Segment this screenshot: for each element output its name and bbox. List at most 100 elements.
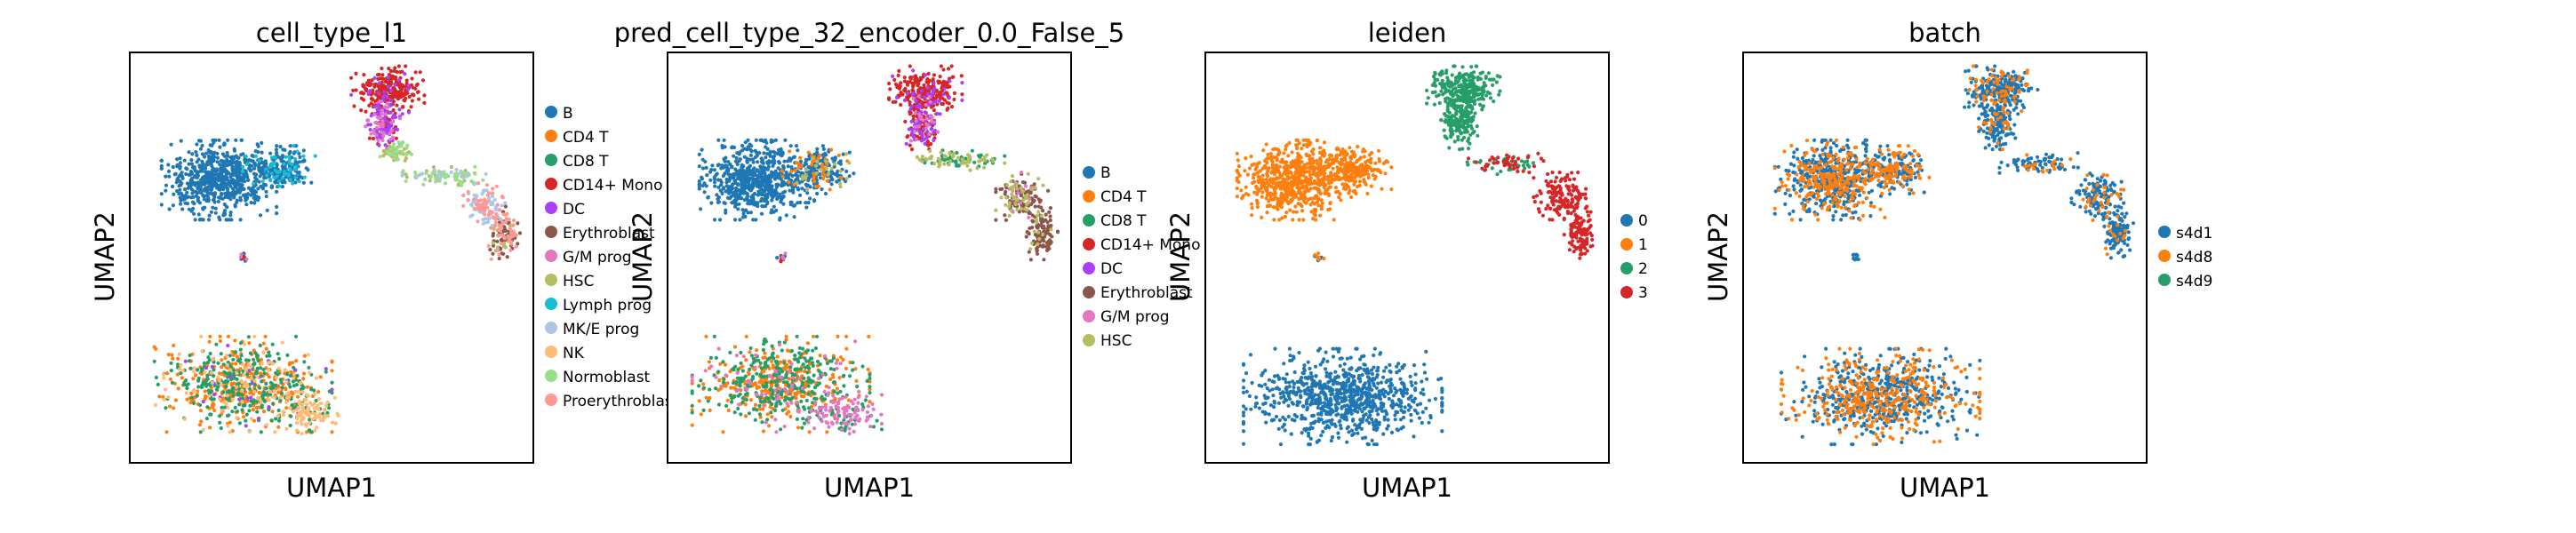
data-point (277, 179, 282, 184)
data-point (796, 161, 801, 165)
data-point (985, 153, 989, 157)
data-point (822, 389, 827, 394)
data-point (229, 381, 234, 386)
data-point (257, 386, 262, 390)
data-point (875, 418, 879, 423)
data-point (394, 136, 398, 140)
data-point (899, 102, 903, 107)
data-point (778, 192, 782, 196)
data-point (733, 186, 739, 190)
data-point (853, 416, 858, 421)
panel-1-series-2 (152, 334, 334, 434)
data-point (772, 210, 776, 214)
data-point (911, 84, 916, 89)
data-point (1042, 226, 1046, 231)
data-point (796, 173, 800, 178)
data-point (1041, 235, 1045, 240)
data-point (396, 127, 400, 131)
data-point (773, 187, 778, 193)
data-point (820, 372, 825, 377)
data-point (860, 364, 865, 369)
data-point (232, 148, 237, 153)
data-point (218, 145, 222, 149)
data-point (740, 396, 745, 401)
data-point (196, 368, 200, 372)
data-point (743, 402, 748, 407)
data-point (215, 155, 220, 160)
data-point (847, 426, 852, 431)
data-point (949, 105, 955, 109)
data-point (268, 389, 272, 394)
data-point (736, 176, 740, 181)
data-point (179, 139, 183, 143)
data-point (391, 142, 396, 147)
data-point (256, 358, 260, 363)
data-point (452, 174, 457, 179)
data-point (480, 192, 484, 196)
data-point (301, 180, 306, 185)
data-point (511, 229, 516, 234)
data-point (806, 420, 811, 425)
data-point (828, 359, 833, 363)
data-point (947, 84, 951, 89)
data-point (184, 166, 188, 171)
data-point (179, 198, 183, 203)
data-point (416, 90, 420, 94)
legend-label: CD14+ Mono (563, 176, 663, 195)
panel-1-xlabel: UMAP1 (285, 473, 378, 503)
data-point (932, 81, 936, 85)
data-point (279, 380, 284, 385)
data-point (206, 148, 211, 153)
data-point (274, 147, 278, 152)
data-point (911, 134, 916, 139)
data-point (396, 157, 400, 162)
data-point (291, 410, 295, 414)
data-point (865, 410, 869, 415)
data-point (307, 428, 312, 433)
data-point (853, 367, 858, 371)
data-point (208, 334, 212, 338)
legend-swatch (545, 178, 557, 190)
data-point (787, 176, 791, 180)
data-point (274, 376, 279, 380)
data-point (498, 224, 502, 228)
data-point (202, 361, 206, 365)
data-point (749, 363, 754, 368)
data-point (261, 390, 266, 394)
data-point (237, 421, 242, 426)
data-point (407, 94, 412, 99)
data-point (929, 84, 933, 90)
data-point (909, 119, 914, 123)
data-point (178, 161, 182, 165)
data-point (716, 200, 722, 204)
data-point (472, 197, 476, 202)
data-point (301, 148, 306, 153)
data-point (843, 426, 847, 431)
data-point (925, 91, 930, 96)
data-point (868, 376, 872, 380)
data-point (497, 233, 501, 238)
data-point (218, 338, 222, 344)
data-point (198, 430, 203, 434)
data-point (781, 202, 786, 206)
data-point (400, 173, 404, 178)
data-point (204, 417, 209, 421)
data-point (803, 356, 807, 361)
data-point (920, 159, 924, 163)
data-point (762, 370, 766, 374)
data-point (888, 87, 892, 91)
data-point (1021, 203, 1026, 207)
data-point (714, 386, 718, 391)
data-point (222, 203, 227, 207)
data-point (388, 88, 393, 93)
data-point (392, 68, 396, 73)
data-point (491, 215, 495, 219)
data-point (195, 142, 199, 147)
data-point (235, 371, 239, 376)
data-point (736, 183, 740, 187)
data-point (288, 385, 292, 389)
legend-entry: CD8 T (545, 150, 678, 174)
data-point (697, 164, 701, 169)
data-point (805, 187, 810, 192)
data-point (740, 185, 744, 189)
